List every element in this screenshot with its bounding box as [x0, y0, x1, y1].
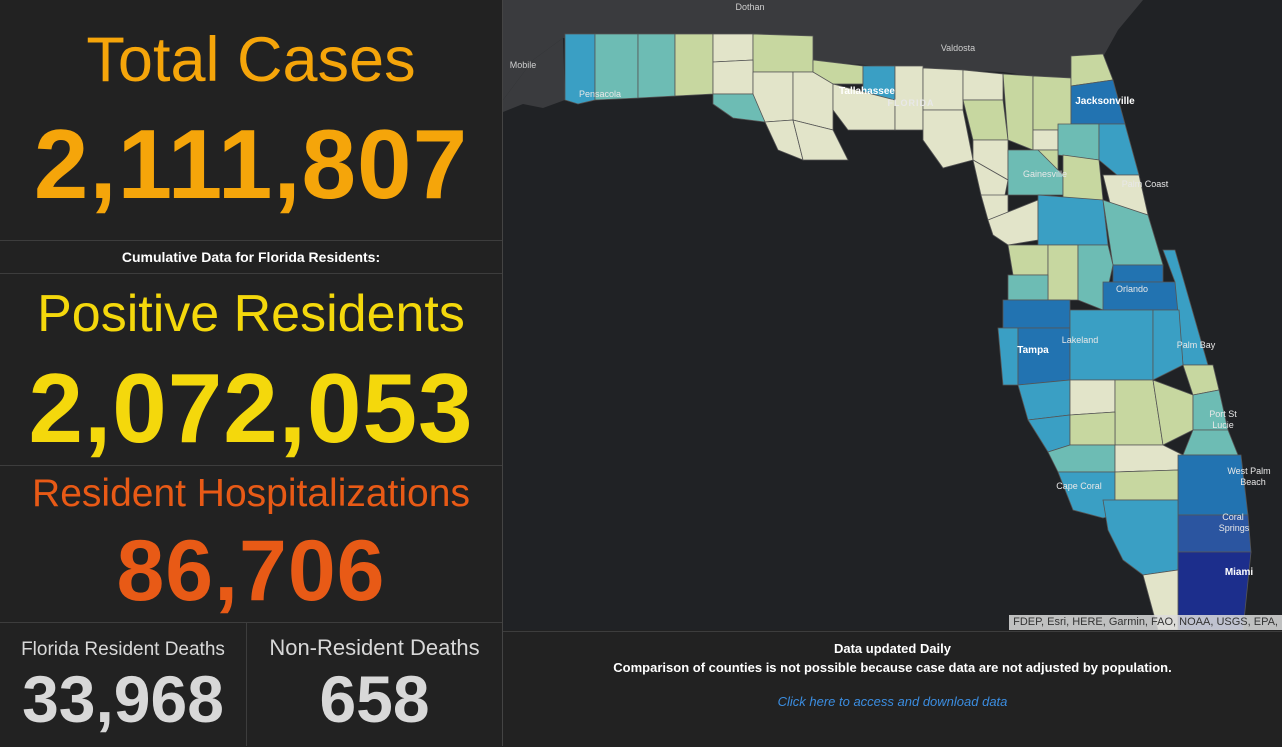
stats-panel: Total Cases 2,111,807 Cumulative Data fo… [0, 0, 503, 746]
resident-deaths-box: Florida Resident Deaths 33,968 [0, 623, 247, 746]
florida-county-map[interactable]: Dothan Valdosta Mobile Pensacola Tallaha… [503, 0, 1282, 630]
nonresident-deaths-label: Non-Resident Deaths [269, 635, 480, 660]
update-note: Data updated Daily [833, 641, 952, 656]
county-marion[interactable] [1037, 194, 1109, 246]
county-manatee[interactable] [1017, 379, 1071, 421]
label-beach: Beach [1240, 477, 1266, 487]
download-data-link[interactable]: Click here to access and download data [777, 694, 1008, 709]
label-florida: FLORIDA [888, 98, 935, 108]
resident-deaths-value: 33,968 [22, 662, 224, 736]
label-mobile: Mobile [510, 60, 537, 70]
positive-residents-panel: Positive Residents 2,072,053 [0, 274, 502, 466]
hospitalizations-value: 86,706 [116, 523, 386, 619]
hospitalizations-label: Resident Hospitalizations [32, 472, 470, 515]
county-holmes[interactable] [712, 33, 754, 63]
label-west-palm: West Palm [1227, 466, 1270, 476]
county-polk[interactable] [1069, 309, 1154, 381]
county-indian-river[interactable] [1182, 364, 1220, 396]
county-suwannee[interactable] [962, 99, 1009, 141]
resident-deaths-label: Florida Resident Deaths [21, 639, 225, 660]
county-pinellas[interactable] [997, 327, 1019, 386]
nonresident-deaths-value: 658 [319, 662, 430, 736]
county-st-johns[interactable] [1098, 123, 1140, 176]
county-columbia[interactable] [1002, 73, 1034, 151]
county-taylor[interactable] [922, 109, 974, 169]
label-lucie: Lucie [1212, 420, 1234, 430]
county-baker[interactable] [1032, 75, 1072, 131]
county-levy[interactable] [987, 199, 1039, 246]
label-cape-coral: Cape Coral [1056, 481, 1102, 491]
deaths-panel: Florida Resident Deaths 33,968 Non-Resid… [0, 623, 502, 746]
label-valdosta: Valdosta [941, 43, 975, 53]
county-pasco[interactable] [1002, 299, 1071, 329]
county-sumter[interactable] [1047, 244, 1079, 301]
hospitalizations-panel: Resident Hospitalizations 86,706 [0, 466, 502, 623]
cumulative-heading-panel: Cumulative Data for Florida Residents: [0, 241, 502, 274]
map-canvas[interactable]: Dothan Valdosta Mobile Pensacola Tallaha… [503, 0, 1282, 630]
county-putnam[interactable] [1062, 154, 1104, 201]
county-franklin[interactable] [792, 119, 849, 161]
county-hendry[interactable] [1114, 469, 1179, 501]
label-dothan: Dothan [735, 2, 764, 12]
label-pensacola: Pensacola [579, 89, 621, 99]
label-gainesville: Gainesville [1023, 169, 1067, 179]
label-springs: Springs [1219, 523, 1250, 533]
county-citrus[interactable] [1007, 244, 1049, 276]
map-footer: Data updated Daily Comparison of countie… [503, 631, 1282, 747]
nonresident-deaths-box: Non-Resident Deaths 658 [247, 623, 502, 746]
county-wakulla[interactable] [832, 83, 896, 131]
county-walton[interactable] [674, 33, 714, 97]
county-hardee[interactable] [1069, 379, 1116, 416]
county-union[interactable] [1032, 129, 1059, 151]
comparison-disclaimer: Comparison of counties is not possible b… [613, 660, 1172, 675]
county-martin[interactable] [1182, 429, 1239, 456]
county-escambia[interactable] [564, 33, 596, 105]
county-collier[interactable] [1102, 499, 1179, 576]
land-alabama-coast [503, 38, 565, 112]
county-hamilton[interactable] [962, 69, 1004, 101]
county-charlotte[interactable] [1047, 444, 1116, 473]
county-glades[interactable] [1114, 444, 1184, 473]
county-clay[interactable] [1057, 123, 1100, 161]
county-hernando[interactable] [1007, 274, 1049, 301]
label-port-st: Port St [1209, 409, 1237, 419]
label-palm-coast: Palm Coast [1122, 179, 1169, 189]
county-volusia[interactable] [1102, 199, 1164, 266]
county-washington[interactable] [712, 59, 754, 95]
county-palm-beach[interactable] [1177, 454, 1249, 516]
county-jackson[interactable] [752, 33, 814, 73]
map-attribution[interactable]: FDEP, Esri, HERE, Garmin, FAO, NOAA, USG… [1009, 615, 1282, 630]
cumulative-heading: Cumulative Data for Florida Residents: [121, 249, 381, 265]
county-gadsden[interactable] [812, 59, 864, 85]
county-desoto[interactable] [1069, 411, 1116, 446]
total-cases-label: Total Cases [86, 25, 416, 95]
label-orlando: Orlando [1116, 284, 1148, 294]
label-tampa: Tampa [1017, 345, 1049, 356]
total-cases-panel: Total Cases 2,111,807 [0, 0, 502, 241]
positive-residents-value: 2,072,053 [28, 353, 474, 463]
positive-residents-label: Positive Residents [37, 285, 465, 343]
county-okaloosa[interactable] [637, 33, 676, 99]
label-tallahassee: Tallahassee [839, 86, 895, 97]
label-jacksonville: Jacksonville [1075, 96, 1135, 107]
label-lakeland: Lakeland [1062, 335, 1099, 345]
label-palm-bay: Palm Bay [1177, 340, 1216, 350]
total-cases-value: 2,111,807 [33, 109, 469, 219]
label-coral: Coral [1222, 512, 1244, 522]
county-seminole[interactable] [1112, 264, 1164, 283]
label-miami: Miami [1225, 567, 1254, 578]
county-sarasota[interactable] [1027, 414, 1071, 453]
